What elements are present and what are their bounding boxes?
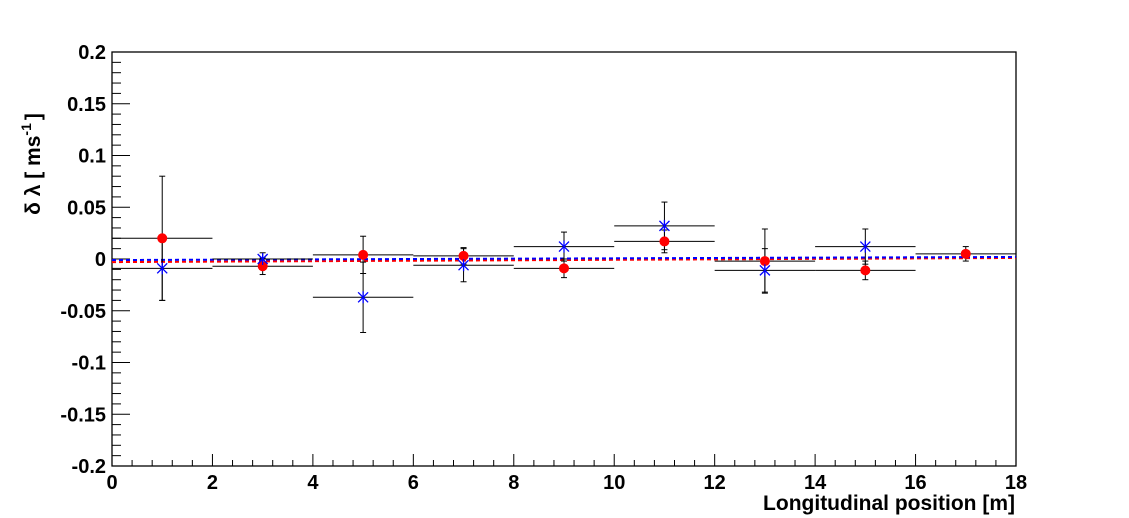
y-tick-label: -0.2 [72,456,106,478]
tick-labels: 0 2 4 6 8 10 12 14 16 18 -0.2 -0.15 -0.1 -0.05 0 0.05 0.… [60,42,1027,494]
y-tick-label: 0.05 [67,197,106,219]
data-point-star [658,219,670,232]
x-tick-label: 8 [508,472,519,494]
x-tick-label: 12 [704,472,726,494]
data-point-star [859,240,871,253]
y-tick-label: 0 [95,249,106,271]
data-point-circle [559,263,569,274]
data-point-star [558,240,570,253]
data-point-circle [759,256,770,267]
x-tick-label: 10 [603,472,625,494]
data-point-star [156,262,168,275]
x-tick-label: 2 [207,472,218,494]
data-point-star [458,259,470,272]
y-tick-label: 0.15 [67,94,106,116]
y-axis-title-main: δ λ [ ms [22,136,45,215]
data-point-circle [157,233,168,244]
data-point-circle [458,250,469,261]
y-axis-title-close: ] [22,113,45,120]
x-tick-label: 0 [106,472,117,494]
y-tick-label: -0.1 [72,353,106,375]
x-tick-label: 14 [804,472,827,494]
y-axis-title: δ λ [ ms-1] [18,113,45,215]
data-point-star [257,253,269,265]
data-point-star [357,291,369,304]
y-tick-label: 0.1 [78,146,106,168]
y-tick-label: -0.05 [60,301,106,323]
data-point-circle [358,249,369,260]
data-point-circle [860,265,871,276]
y-tick-label: 0.2 [78,42,106,64]
data-point-circle [659,236,670,247]
y-axis-title-sup: -1 [18,123,34,136]
x-tick-label: 16 [904,472,926,494]
x-tick-label: 18 [1005,472,1027,494]
y-tick-label: -0.15 [60,404,106,426]
data-point-circle [257,261,268,272]
axis-ticks [111,51,1017,467]
x-axis-title: Longitudinal position [m] [763,492,1015,515]
x-tick-label: 6 [408,472,419,494]
data-markers [156,219,971,304]
data-point-circle [960,248,971,259]
data-point-star [759,264,771,277]
error-bars [112,175,1016,333]
x-tick-label: 4 [307,472,319,494]
